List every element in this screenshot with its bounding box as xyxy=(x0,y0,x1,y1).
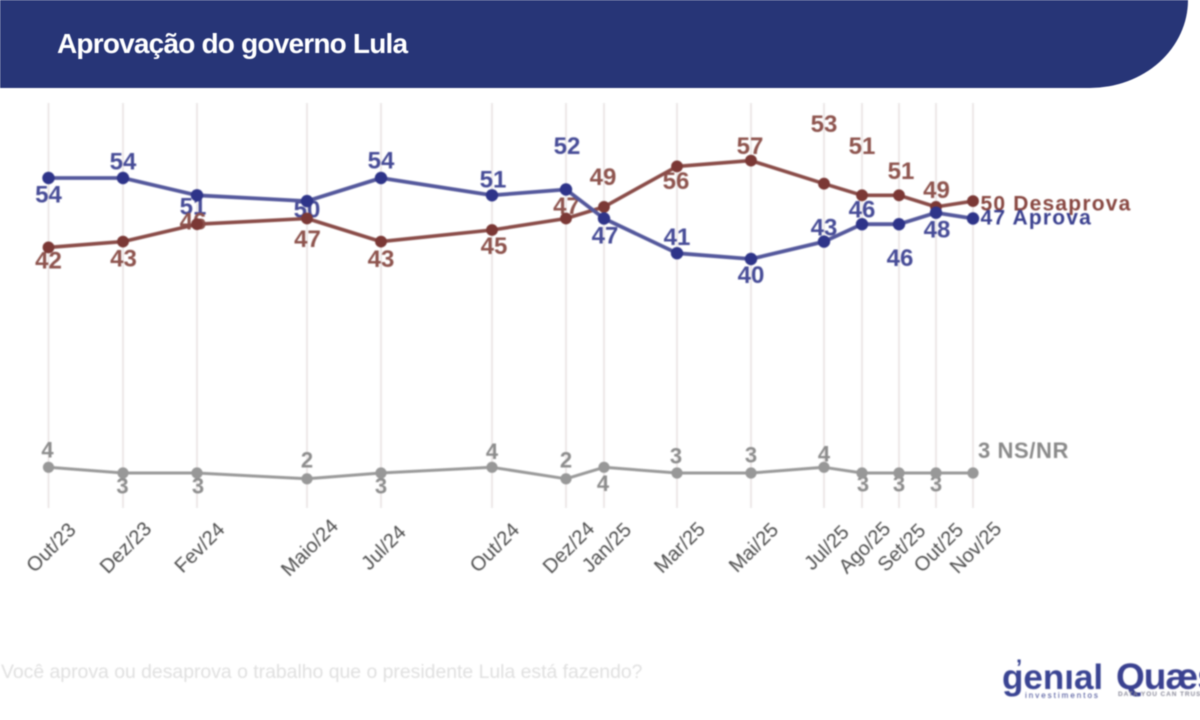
svg-text:Out/23: Out/23 xyxy=(22,519,80,577)
svg-text:47 Aprova: 47 Aprova xyxy=(981,207,1093,230)
svg-text:3: 3 xyxy=(745,443,757,468)
svg-text:3: 3 xyxy=(116,474,128,499)
svg-text:47: 47 xyxy=(592,223,619,250)
svg-text:4: 4 xyxy=(818,442,831,467)
svg-text:52: 52 xyxy=(554,133,581,160)
svg-text:48: 48 xyxy=(924,217,951,244)
svg-text:49: 49 xyxy=(923,177,950,204)
svg-text:Jul/24: Jul/24 xyxy=(357,521,410,574)
svg-text:Fev/24: Fev/24 xyxy=(171,519,230,578)
svg-text:43: 43 xyxy=(368,246,395,273)
svg-text:3: 3 xyxy=(930,472,942,497)
svg-text:3 NS/NR: 3 NS/NR xyxy=(978,438,1069,463)
svg-text:2: 2 xyxy=(301,448,313,473)
svg-text:2: 2 xyxy=(560,448,572,473)
svg-text:43: 43 xyxy=(110,246,137,273)
svg-text:3: 3 xyxy=(192,474,204,499)
svg-text:40: 40 xyxy=(738,262,765,289)
svg-text:51: 51 xyxy=(480,167,507,194)
svg-text:46: 46 xyxy=(887,245,914,272)
svg-text:51: 51 xyxy=(849,133,876,160)
svg-text:47: 47 xyxy=(294,226,321,253)
svg-text:Out/24: Out/24 xyxy=(466,519,524,577)
svg-text:Dez/23: Dez/23 xyxy=(96,518,156,578)
svg-text:54: 54 xyxy=(110,149,137,176)
svg-text:4: 4 xyxy=(41,438,54,463)
svg-text:3: 3 xyxy=(893,472,905,497)
svg-text:54: 54 xyxy=(368,148,395,175)
svg-text:41: 41 xyxy=(664,224,691,251)
svg-text:54: 54 xyxy=(35,182,62,209)
svg-text:4: 4 xyxy=(597,471,610,496)
svg-text:53: 53 xyxy=(811,111,838,138)
svg-text:Mar/25: Mar/25 xyxy=(650,518,710,578)
svg-text:3: 3 xyxy=(375,474,387,499)
svg-text:51: 51 xyxy=(888,158,915,185)
svg-text:4: 4 xyxy=(486,439,499,464)
svg-text:49: 49 xyxy=(590,164,617,191)
svg-text:50 Desaprova: 50 Desaprova xyxy=(981,193,1132,216)
svg-text:Mai/25: Mai/25 xyxy=(725,519,783,577)
svg-text:3: 3 xyxy=(670,444,682,469)
svg-text:Maio/24: Maio/24 xyxy=(277,515,343,581)
svg-text:45: 45 xyxy=(481,233,508,260)
